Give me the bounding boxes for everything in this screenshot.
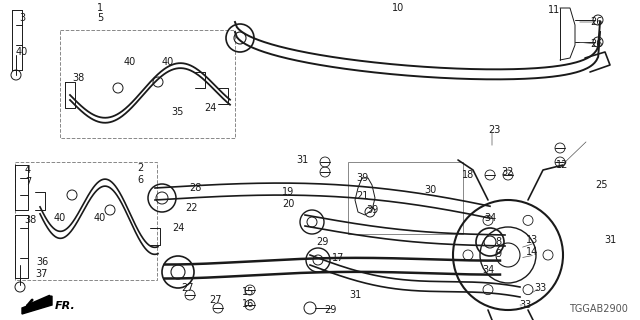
Text: 30: 30: [424, 185, 436, 195]
Bar: [348, 162, 463, 234]
Bar: [60, 30, 235, 138]
Text: 7: 7: [25, 177, 31, 187]
Text: 34: 34: [482, 265, 494, 275]
Text: 2: 2: [137, 163, 143, 173]
Text: 6: 6: [137, 175, 143, 185]
Text: 15: 15: [242, 287, 254, 297]
Text: 39: 39: [366, 205, 378, 215]
Text: 8: 8: [495, 237, 501, 247]
Text: 17: 17: [332, 253, 344, 263]
Text: 14: 14: [526, 247, 538, 257]
Text: 38: 38: [72, 73, 84, 83]
Text: TGGAB2900: TGGAB2900: [569, 304, 628, 314]
Text: 24: 24: [172, 223, 184, 233]
Text: 10: 10: [392, 3, 404, 13]
Text: 20: 20: [282, 199, 294, 209]
Text: 40: 40: [162, 57, 174, 67]
Text: FR.: FR.: [55, 301, 76, 311]
Text: 3: 3: [19, 13, 25, 23]
Text: 31: 31: [349, 290, 361, 300]
Text: 31: 31: [604, 235, 616, 245]
Text: 19: 19: [282, 187, 294, 197]
Text: 28: 28: [189, 183, 201, 193]
Text: 16: 16: [242, 299, 254, 309]
Text: 33: 33: [519, 300, 531, 310]
Text: 29: 29: [324, 305, 336, 315]
Bar: [15, 162, 157, 280]
Text: 22: 22: [186, 203, 198, 213]
Text: 36: 36: [36, 257, 48, 267]
Text: 33: 33: [534, 283, 546, 293]
Text: 4: 4: [25, 165, 31, 175]
Text: 27: 27: [209, 295, 221, 305]
Text: 25: 25: [596, 180, 608, 190]
Text: 35: 35: [172, 107, 184, 117]
Text: 31: 31: [296, 155, 308, 165]
Text: 27: 27: [182, 283, 195, 293]
Text: 13: 13: [526, 235, 538, 245]
Text: 32: 32: [502, 167, 514, 177]
Text: 40: 40: [16, 47, 28, 57]
Text: 29: 29: [316, 237, 328, 247]
Text: 26: 26: [590, 39, 602, 49]
Text: 18: 18: [462, 170, 474, 180]
Text: 9: 9: [495, 249, 501, 259]
Text: 40: 40: [54, 213, 66, 223]
Text: 37: 37: [36, 269, 48, 279]
Text: 39: 39: [356, 173, 368, 183]
Polygon shape: [22, 296, 52, 314]
Text: 40: 40: [94, 213, 106, 223]
Text: 24: 24: [204, 103, 216, 113]
Text: 11: 11: [548, 5, 560, 15]
Text: 38: 38: [24, 215, 36, 225]
Text: 40: 40: [124, 57, 136, 67]
Text: 12: 12: [556, 160, 568, 170]
Text: 5: 5: [97, 13, 103, 23]
Text: 26: 26: [590, 17, 602, 27]
Text: 21: 21: [356, 191, 368, 201]
Text: 34: 34: [484, 213, 496, 223]
Text: 23: 23: [488, 125, 500, 135]
Text: 1: 1: [97, 3, 103, 13]
